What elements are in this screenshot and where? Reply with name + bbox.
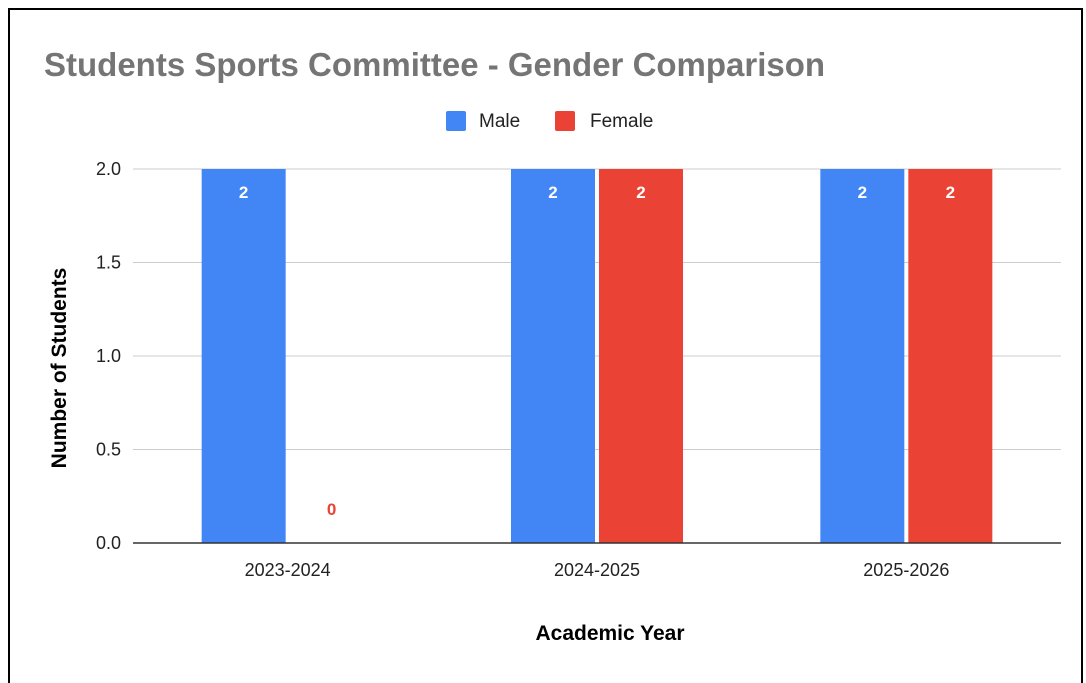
legend-item-female[interactable]: Female [555, 111, 653, 132]
data-label-male-2023-2024: 2 [239, 183, 248, 202]
y-tick-label: 0.5 [96, 440, 121, 460]
bar-male-2025-2026[interactable] [820, 169, 905, 543]
y-tick-label: 2.0 [96, 159, 121, 179]
legend-swatch-male [446, 111, 466, 131]
legend-swatch-female [555, 111, 575, 131]
legend-label-female: Female [590, 111, 653, 132]
chart-title: Students Sports Committee - Gender Compa… [44, 46, 825, 83]
bars [201, 169, 993, 543]
data-label-female-2025-2026: 2 [946, 183, 955, 202]
bar-female-2025-2026[interactable] [908, 169, 993, 543]
data-labels: 2 0 2 2 2 2 [239, 183, 955, 519]
x-axis-ticks: 2023-2024 2024-2025 2025-2026 [245, 560, 950, 580]
bar-female-2024-2025[interactable] [599, 169, 683, 543]
legend-item-male[interactable]: Male [446, 111, 520, 132]
data-label-female-2023-2024: 0 [327, 500, 336, 519]
data-label-female-2024-2025: 2 [636, 183, 645, 202]
y-tick-label: 1.5 [96, 253, 121, 273]
bar-male-2023-2024[interactable] [201, 169, 286, 543]
y-axis-ticks: 0.0 0.5 1.0 1.5 2.0 [96, 159, 121, 553]
legend: Male Female [446, 111, 653, 132]
data-label-male-2025-2026: 2 [858, 183, 867, 202]
y-axis-title: Number of Students [48, 268, 71, 469]
data-label-male-2024-2025: 2 [548, 183, 557, 202]
legend-label-male: Male [479, 111, 520, 132]
x-tick-label: 2024-2025 [554, 560, 640, 580]
x-tick-label: 2023-2024 [245, 560, 331, 580]
y-tick-label: 1.0 [96, 346, 121, 366]
x-tick-label: 2025-2026 [863, 560, 949, 580]
y-tick-label: 0.0 [96, 533, 121, 553]
bar-male-2024-2025[interactable] [511, 169, 595, 543]
x-axis-title: Academic Year [535, 622, 684, 645]
gridlines [133, 168, 1061, 450]
